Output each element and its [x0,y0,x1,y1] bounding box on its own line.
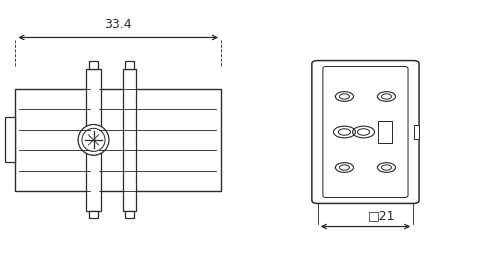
Bar [15,89,93,191]
Bar [125,210,134,218]
Bar [125,62,134,69]
Bar [86,69,101,211]
Bar [89,210,98,218]
Bar [414,125,419,139]
Text: □21: □21 [368,209,395,222]
Bar [5,117,15,162]
Text: 33.4: 33.4 [105,18,132,31]
Bar [93,89,221,191]
Ellipse shape [78,125,109,155]
Bar [89,62,98,69]
Bar [378,121,392,143]
Bar [123,69,136,211]
FancyBboxPatch shape [312,60,419,204]
